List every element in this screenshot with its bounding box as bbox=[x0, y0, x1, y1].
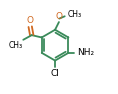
Text: O: O bbox=[27, 16, 34, 25]
Text: Cl: Cl bbox=[51, 69, 59, 78]
Text: CH₃: CH₃ bbox=[8, 41, 23, 50]
Text: NH₂: NH₂ bbox=[77, 48, 94, 57]
Text: O: O bbox=[56, 12, 63, 21]
Text: CH₃: CH₃ bbox=[68, 10, 82, 19]
